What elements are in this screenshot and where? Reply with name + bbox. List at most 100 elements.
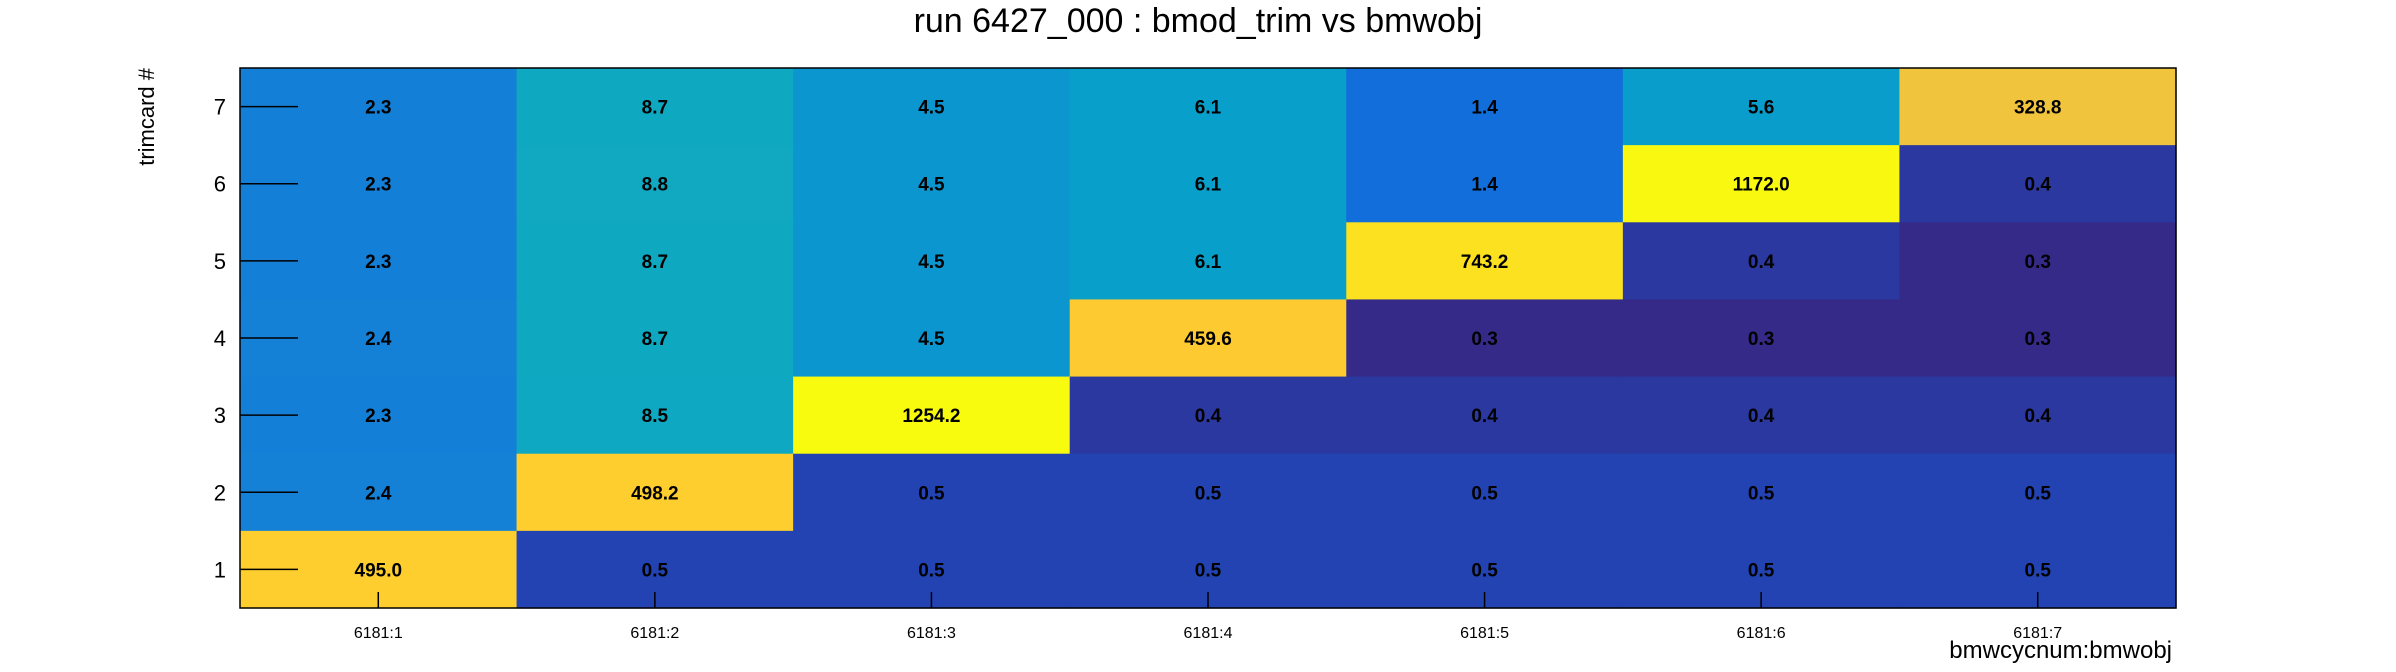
heatmap-cell [1346, 453, 1624, 532]
cell-value-label: 8.7 [642, 98, 668, 119]
x-tick-label: 6181:3 [907, 625, 956, 642]
cell-value-label: 495.0 [355, 560, 403, 581]
cell-value-label: 0.5 [1471, 483, 1498, 504]
heatmap-cell [1346, 299, 1624, 378]
cell-value-label: 0.5 [642, 560, 669, 581]
heatmap-cell [1069, 453, 1347, 532]
x-tick-label: 6181:6 [1737, 625, 1786, 642]
y-tick-label: 1 [214, 557, 226, 582]
cell-value-label: 8.7 [642, 329, 668, 350]
cell-value-label: 2.4 [365, 483, 392, 504]
cell-value-label: 0.3 [1471, 329, 1497, 350]
heatmap-cell [1069, 68, 1347, 146]
cell-value-label: 0.4 [2025, 406, 2052, 427]
cell-value-label: 0.5 [1748, 560, 1775, 581]
x-tick-label: 6181:2 [630, 625, 679, 642]
cell-value-label: 0.4 [1195, 406, 1222, 427]
y-tick-label: 7 [214, 95, 226, 120]
heatmap-cell [793, 222, 1071, 301]
heatmap-cells [240, 68, 2177, 609]
cell-value-label: 2.3 [365, 252, 391, 273]
cell-value-label: 1.4 [1471, 175, 1498, 196]
heatmap-cell [793, 145, 1071, 223]
heatmap-cell [1622, 376, 1901, 455]
heatmap-cell [793, 299, 1071, 378]
cell-value-label: 0.5 [1195, 483, 1222, 504]
heatmap-cell [1346, 68, 1624, 146]
cell-value-label: 5.6 [1748, 98, 1774, 119]
cell-value-label: 2.3 [365, 98, 391, 119]
cell-value-label: 1254.2 [902, 406, 960, 427]
cell-value-label: 6.1 [1195, 175, 1222, 196]
cell-value-label: 328.8 [2014, 98, 2062, 119]
heatmap-cell [1069, 222, 1347, 301]
cell-value-label: 6.1 [1195, 252, 1222, 273]
chart-title: run 6427_000 : bmod_trim vs bmwobj [914, 2, 1483, 40]
x-tick-label: 6181:5 [1460, 625, 1509, 642]
heatmap-cell [1622, 68, 1901, 146]
heatmap-cell [1899, 376, 2177, 455]
cell-value-label: 0.3 [2025, 329, 2051, 350]
cell-value-label: 0.3 [1748, 329, 1774, 350]
cell-value-label: 498.2 [631, 483, 679, 504]
heatmap-cell [1899, 299, 2177, 378]
cell-labels: 2.3 8.7 4.5 6.1 1.4 5.6 328.8 2.3 8.8 4.5 6.1 1.4 11… [355, 98, 2062, 582]
heatmap-cell [1069, 299, 1347, 378]
heatmap-cell [516, 453, 794, 532]
heatmap-cell [1622, 145, 1901, 223]
heatmap-cell [1899, 453, 2177, 532]
cell-value-label: 2.3 [365, 175, 391, 196]
heatmap-cell [516, 145, 794, 223]
cell-value-label: 0.5 [2025, 483, 2052, 504]
cell-value-label: 4.5 [918, 329, 945, 350]
heatmap-cell [793, 376, 1071, 455]
heatmap-cell [516, 376, 794, 455]
cell-value-label: 0.4 [2025, 175, 2052, 196]
heatmap-cell [1622, 453, 1901, 532]
cell-value-label: 1172.0 [1733, 175, 1790, 196]
cell-value-label: 0.5 [918, 483, 945, 504]
cell-value-label: 8.7 [642, 252, 668, 273]
cell-value-label: 0.4 [1748, 252, 1775, 273]
x-tick-label: 6181:7 [2013, 625, 2062, 642]
x-tick-label: 6181:4 [1184, 625, 1233, 642]
cell-value-label: 0.5 [1471, 560, 1498, 581]
heatmap-cell [516, 299, 794, 378]
y-tick-label: 4 [214, 326, 226, 351]
heatmap-cell [1346, 376, 1624, 455]
y-tick-label: 6 [214, 172, 226, 197]
heatmap-cell [516, 68, 794, 146]
cell-value-label: 4.5 [918, 98, 945, 119]
cell-value-label: 0.4 [1471, 406, 1498, 427]
y-axis: 1 2 3 4 5 6 7 [214, 95, 298, 582]
cell-value-label: 0.5 [2025, 560, 2052, 581]
x-axis-title: bmwcycnum:bmwobj [1949, 637, 2172, 664]
x-axis: 6181:1 6181:2 6181:3 6181:4 6181:5 6181:6 6181… [354, 592, 2062, 642]
heatmap-cell [1622, 299, 1901, 378]
heatmap-cell [1346, 222, 1624, 301]
heatmap-cell [516, 222, 794, 301]
y-tick-label: 5 [214, 249, 226, 274]
cell-value-label: 8.5 [642, 406, 669, 427]
y-axis-title: trimcard # [134, 67, 159, 166]
heatmap-cell [793, 453, 1071, 532]
cell-value-label: 459.6 [1184, 329, 1232, 350]
cell-value-label: 1.4 [1471, 98, 1498, 119]
heatmap-cell [1899, 222, 2177, 301]
cell-value-label: 743.2 [1461, 252, 1509, 273]
cell-value-label: 0.5 [918, 560, 945, 581]
heatmap-cell [1069, 376, 1347, 455]
y-tick-label: 2 [214, 480, 226, 505]
x-tick-label: 6181:1 [354, 625, 403, 642]
heatmap-cell [1346, 145, 1624, 223]
cell-value-label: 2.3 [365, 406, 391, 427]
cell-value-label: 0.3 [2025, 252, 2051, 273]
heatmap-cell [1622, 222, 1901, 301]
cell-value-label: 4.5 [918, 252, 945, 273]
heatmap-cell [1069, 145, 1347, 223]
cell-value-label: 0.5 [1195, 560, 1222, 581]
cell-value-label: 8.8 [642, 175, 668, 196]
cell-value-label: 4.5 [918, 175, 945, 196]
heatmap-cell [1899, 145, 2177, 223]
